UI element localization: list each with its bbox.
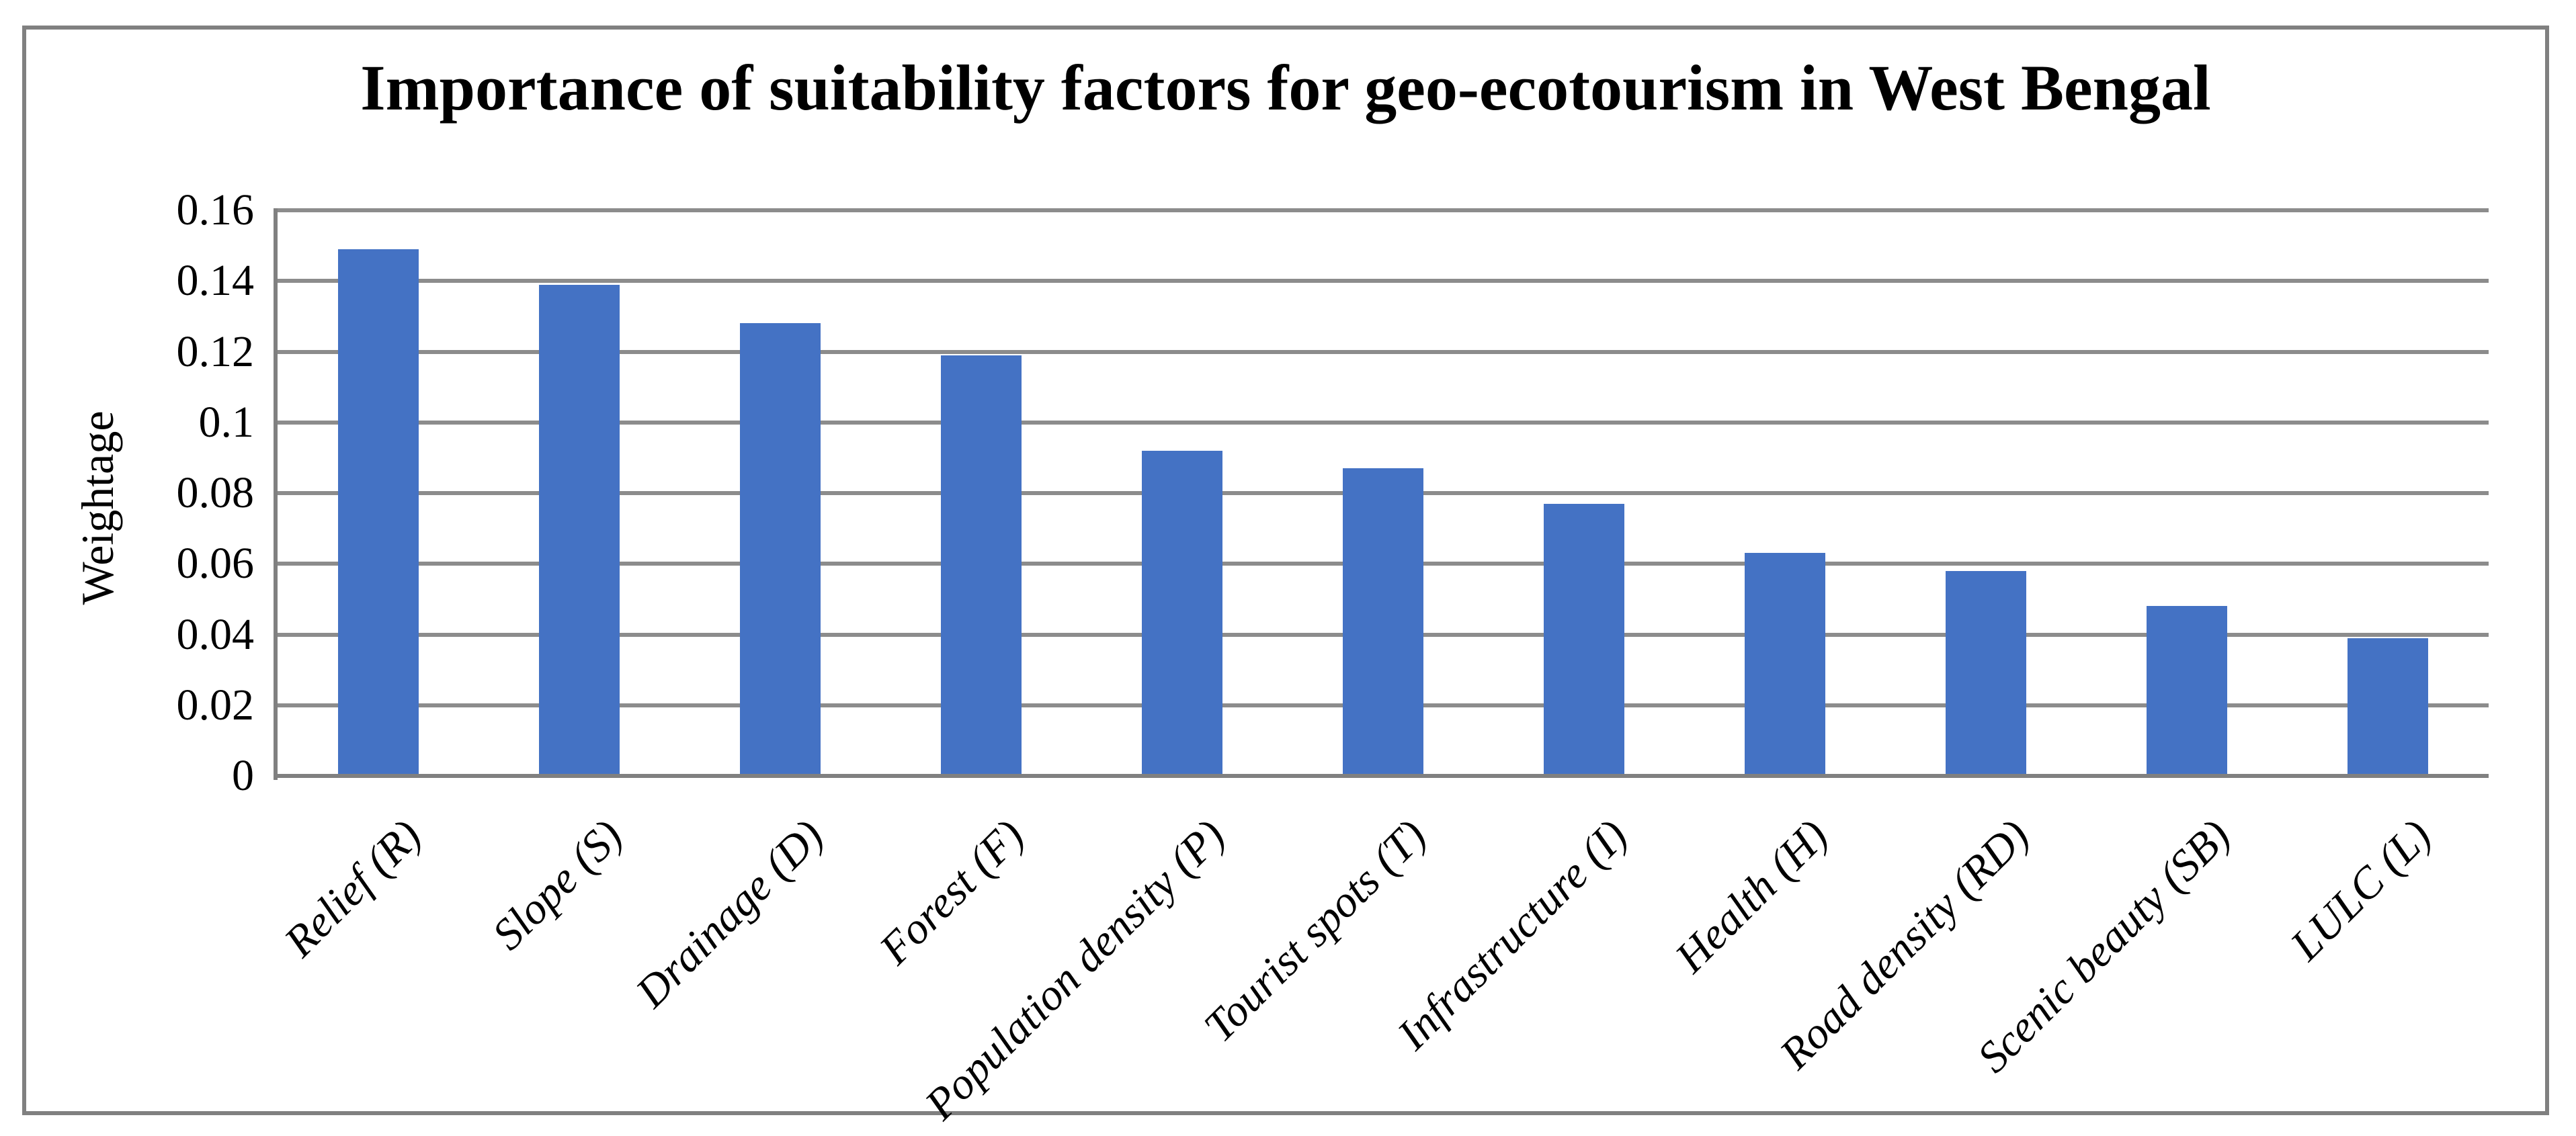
bar-scenic-beauty-sb	[2147, 606, 2228, 776]
bar-population-density-p	[1141, 450, 1222, 776]
y-tick-label: 0.08	[176, 468, 255, 517]
y-tick-label: 0.16	[176, 185, 255, 234]
bar-health-h	[1745, 553, 1826, 776]
gridline	[278, 349, 2489, 354]
y-tick-label: 0.12	[176, 326, 255, 376]
gridline	[278, 420, 2489, 425]
bar-tourist-spots-t	[1343, 468, 1423, 776]
bar-drainage-d	[739, 323, 821, 776]
chart-frame	[22, 26, 2549, 1115]
bar-infrastructure-i	[1544, 503, 1625, 776]
y-tick-label: 0.02	[176, 680, 255, 730]
gridline	[278, 208, 2489, 212]
y-tick-label: 0.06	[176, 539, 255, 588]
bar-slope-s	[538, 284, 620, 776]
y-tick-label: 0.04	[176, 609, 255, 659]
y-axis-line	[274, 208, 278, 780]
bar-forest-f	[940, 355, 1022, 776]
chart-title: Importance of suitability factors for ge…	[360, 52, 2211, 124]
bar-lulc-l	[2348, 638, 2429, 776]
y-tick-label: 0.14	[176, 256, 255, 306]
y-tick-label: 0	[232, 751, 254, 800]
plot-area	[274, 208, 2489, 780]
y-tick-label: 0.1	[198, 397, 255, 447]
x-axis-line	[274, 774, 2489, 778]
bar-road-density-rd	[1946, 570, 2027, 776]
bar-relief-r	[337, 249, 419, 776]
gridline	[278, 279, 2489, 283]
